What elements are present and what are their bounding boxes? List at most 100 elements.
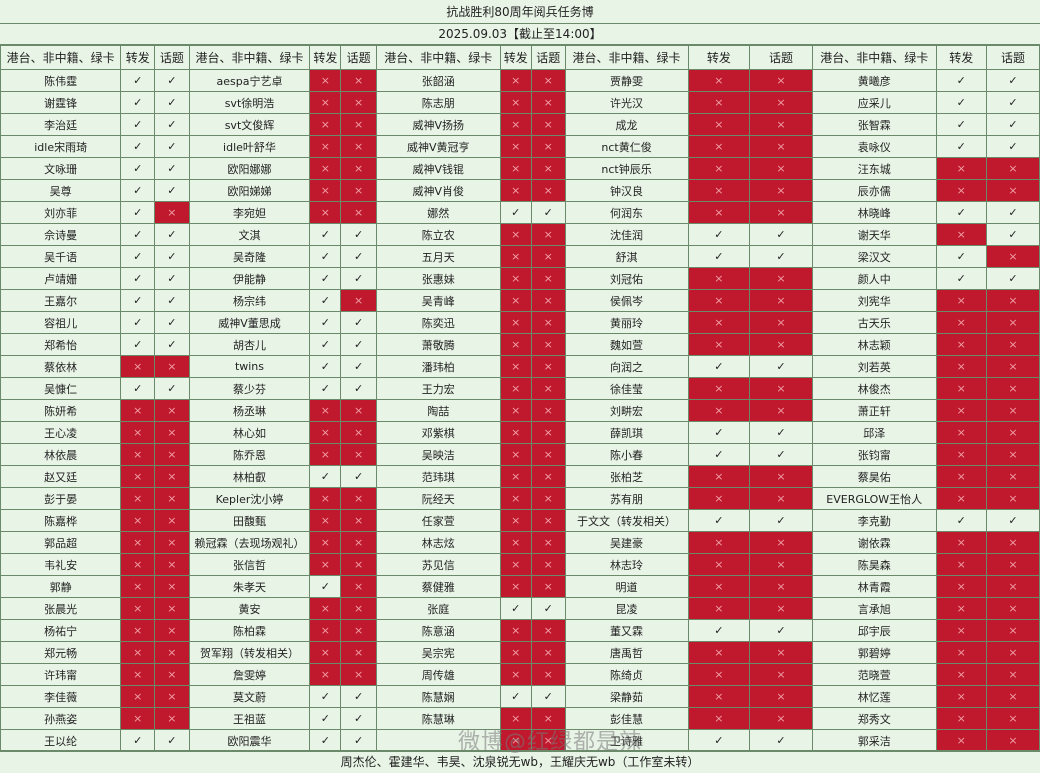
repost-missing-mark: × bbox=[935, 641, 987, 664]
column-header: 转发 bbox=[935, 45, 987, 70]
celebrity-name: 谢霆锋 bbox=[0, 91, 122, 114]
topic-done-mark: ✓ bbox=[749, 509, 813, 532]
repost-done-mark: ✓ bbox=[935, 135, 987, 158]
table-row: 韦礼安 × × 张信哲 × × 苏见信 × × 林志玲 × × 陈昊森 × × bbox=[0, 553, 1040, 576]
topic-done-mark: ✓ bbox=[749, 729, 813, 752]
celebrity-name: 林心如 bbox=[188, 421, 311, 444]
topic-missing-mark: × bbox=[749, 641, 813, 664]
topic-missing-mark: × bbox=[985, 531, 1040, 554]
celebrity-name: 孙燕姿 bbox=[0, 707, 122, 730]
celebrity-name: 陈慧琳 bbox=[375, 707, 501, 730]
celebrity-name: 刘若英 bbox=[811, 355, 937, 378]
repost-missing-mark: × bbox=[309, 509, 342, 532]
celebrity-name: 娜然 bbox=[375, 201, 501, 224]
repost-missing-mark: × bbox=[309, 69, 342, 92]
celebrity-name: 梁静茹 bbox=[564, 685, 689, 708]
repost-missing-mark: × bbox=[309, 641, 342, 664]
table-row: 容祖儿 ✓ ✓ 威神V董思成 ✓ ✓ 陈奕迅 × × 黄丽玲 × × 古天乐 × × bbox=[0, 311, 1040, 334]
repost-missing-mark: × bbox=[935, 729, 987, 752]
celebrity-name: 林晓峰 bbox=[811, 201, 937, 224]
repost-missing-mark: × bbox=[120, 641, 156, 664]
celebrity-name: 吴宗宪 bbox=[375, 641, 501, 664]
topic-missing-mark: × bbox=[340, 575, 377, 598]
celebrity-name: 汪东城 bbox=[811, 157, 937, 180]
celebrity-name: 张惠妹 bbox=[375, 267, 501, 290]
topic-missing-mark: × bbox=[985, 355, 1040, 378]
topic-missing-mark: × bbox=[530, 157, 566, 180]
repost-done-mark: ✓ bbox=[935, 113, 987, 136]
topic-missing-mark: × bbox=[749, 311, 813, 334]
celebrity-name: 威神V黄冠亨 bbox=[375, 135, 501, 158]
celebrity-name: 彭佳慧 bbox=[564, 707, 689, 730]
repost-missing-mark: × bbox=[499, 245, 532, 268]
celebrity-name: 沈佳润 bbox=[564, 223, 689, 246]
celebrity-name: 林依晨 bbox=[0, 443, 122, 466]
topic-missing-mark: × bbox=[154, 399, 190, 422]
celebrity-name: 田馥甄 bbox=[188, 509, 311, 532]
topic-missing-mark: × bbox=[530, 663, 566, 686]
repost-missing-mark: × bbox=[687, 575, 751, 598]
repost-missing-mark: × bbox=[309, 91, 342, 114]
celebrity-name: 林柏叡 bbox=[188, 465, 311, 488]
repost-missing-mark: × bbox=[935, 333, 987, 356]
celebrity-name: 侯佩岑 bbox=[564, 289, 689, 312]
repost-done-mark: ✓ bbox=[687, 729, 751, 752]
repost-missing-mark: × bbox=[935, 399, 987, 422]
topic-done-mark: ✓ bbox=[749, 619, 813, 642]
repost-missing-mark: × bbox=[120, 597, 156, 620]
table-row: 杨祐宁 × × 陈柏霖 × × 陈意涵 × × 董又霖 ✓ ✓ 邱宇辰 × × bbox=[0, 619, 1040, 642]
repost-missing-mark: × bbox=[309, 553, 342, 576]
repost-done-mark: ✓ bbox=[687, 223, 751, 246]
repost-missing-mark: × bbox=[935, 597, 987, 620]
topic-missing-mark: × bbox=[985, 619, 1040, 642]
repost-missing-mark: × bbox=[687, 311, 751, 334]
celebrity-name: 辰亦儒 bbox=[811, 179, 937, 202]
repost-done-mark: ✓ bbox=[499, 201, 532, 224]
topic-done-mark: ✓ bbox=[340, 465, 377, 488]
repost-missing-mark: × bbox=[935, 355, 987, 378]
celebrity-name: 董又霖 bbox=[564, 619, 689, 642]
topic-done-mark: ✓ bbox=[340, 377, 377, 400]
repost-missing-mark: × bbox=[120, 509, 156, 532]
repost-missing-mark: × bbox=[499, 311, 532, 334]
repost-done-mark: ✓ bbox=[309, 575, 342, 598]
repost-done-mark: ✓ bbox=[935, 201, 987, 224]
repost-missing-mark: × bbox=[935, 619, 987, 642]
repost-done-mark: ✓ bbox=[120, 245, 156, 268]
topic-missing-mark: × bbox=[985, 333, 1040, 356]
repost-missing-mark: × bbox=[120, 465, 156, 488]
celebrity-name: 林青霞 bbox=[811, 575, 937, 598]
table-row: 王心凌 × × 林心如 × × 邓紫棋 × × 薛凯琪 ✓ ✓ 邱泽 × × bbox=[0, 421, 1040, 444]
repost-missing-mark: × bbox=[499, 135, 532, 158]
topic-missing-mark: × bbox=[340, 289, 377, 312]
celebrity-name: EVERGLOW王怡人 bbox=[811, 487, 937, 510]
topic-missing-mark: × bbox=[985, 399, 1040, 422]
celebrity-name: 王心凌 bbox=[0, 421, 122, 444]
celebrity-name: 贾静雯 bbox=[564, 69, 689, 92]
repost-done-mark: ✓ bbox=[309, 685, 342, 708]
repost-missing-mark: × bbox=[120, 399, 156, 422]
celebrity-name: 陈妍希 bbox=[0, 399, 122, 422]
repost-missing-mark: × bbox=[935, 465, 987, 488]
topic-missing-mark: × bbox=[530, 179, 566, 202]
topic-missing-mark: × bbox=[340, 201, 377, 224]
topic-done-mark: ✓ bbox=[154, 91, 190, 114]
table-row: 许玮甯 × × 詹雯婷 × × 周传雄 × × 陈绮贞 × × 范晓萱 × × bbox=[0, 663, 1040, 686]
celebrity-name: 萧敬腾 bbox=[375, 333, 501, 356]
celebrity-name: 五月天 bbox=[375, 245, 501, 268]
repost-missing-mark: × bbox=[120, 619, 156, 642]
celebrity-name: 张智霖 bbox=[811, 113, 937, 136]
celebrity-name: 郑秀文 bbox=[811, 707, 937, 730]
topic-missing-mark: × bbox=[530, 289, 566, 312]
repost-missing-mark: × bbox=[687, 553, 751, 576]
topic-missing-mark: × bbox=[340, 135, 377, 158]
header-row: 港台、非中籍、绿卡 转发 话题 港台、非中籍、绿卡 转发 话题 港台、非中籍、绿卡 转发 话题港… bbox=[0, 45, 1040, 70]
repost-done-mark: ✓ bbox=[309, 267, 342, 290]
celebrity-name: 李克勤 bbox=[811, 509, 937, 532]
celebrity-name: 明道 bbox=[564, 575, 689, 598]
repost-done-mark: ✓ bbox=[120, 333, 156, 356]
celebrity-name: 舒淇 bbox=[564, 245, 689, 268]
repost-done-mark: ✓ bbox=[309, 289, 342, 312]
repost-missing-mark: × bbox=[499, 333, 532, 356]
celebrity-name: 张柏芝 bbox=[564, 465, 689, 488]
